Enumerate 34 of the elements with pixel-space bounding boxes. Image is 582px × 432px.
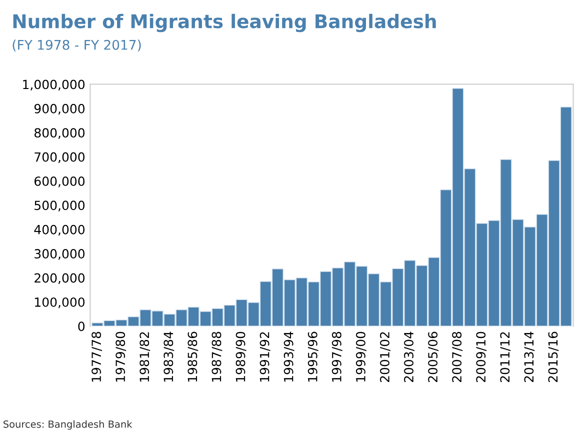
x-tick-label: 2003/04 — [404, 332, 414, 382]
y-tick-label: 800,000 — [34, 128, 85, 139]
x-tick-label: 1989/90 — [236, 332, 246, 382]
x-tick-label: 2001/02 — [380, 332, 390, 382]
y-tick-label: 700,000 — [34, 152, 85, 164]
y-tick-label: 0 — [78, 322, 85, 332]
y-tick-label: 300,000 — [34, 249, 85, 260]
y-tick-label: 600,000 — [34, 176, 85, 188]
x-tick-label: 1991/92 — [260, 332, 270, 382]
x-tick-label: 1997/98 — [332, 332, 342, 382]
x-tick-label: 2005/06 — [428, 332, 438, 382]
x-tick-label: 2011/12 — [500, 332, 511, 382]
x-tick-label: 1977/78 — [92, 332, 102, 382]
y-tick-label: 500,000 — [34, 200, 85, 212]
y-tick-label: 400,000 — [34, 224, 85, 236]
chart-subtitle: (FY 1978 - FY 2017) — [12, 40, 141, 52]
x-tick-label: 1993/94 — [284, 332, 294, 382]
x-tick-label: 2013/14 — [524, 332, 535, 382]
x-tick-label: 1995/96 — [308, 332, 318, 382]
x-tick-label: 1999/00 — [356, 332, 366, 382]
x-tick-label: 1979/80 — [116, 332, 126, 382]
x-tick-label: 2009/10 — [476, 332, 487, 382]
x-tick-label: 1987/88 — [212, 332, 222, 382]
x-tick-label: 1981/82 — [140, 332, 150, 382]
y-tick-label: 100,000 — [35, 297, 85, 308]
x-tick-label: 2007/08 — [452, 332, 463, 382]
y-tick-label: 1,000,000 — [23, 80, 85, 90]
x-tick-label: 1985/86 — [188, 332, 198, 382]
chart-title: Number of Migrants leaving Bangladesh — [13, 14, 436, 32]
x-tick-label: 2015/16 — [548, 332, 559, 382]
y-tick-label: 900,000 — [34, 104, 85, 115]
source-note: Sources: Bangladesh Bank — [4, 420, 132, 430]
y-tick-label: 200,000 — [34, 273, 85, 284]
x-tick-label: 1983/84 — [164, 332, 174, 382]
